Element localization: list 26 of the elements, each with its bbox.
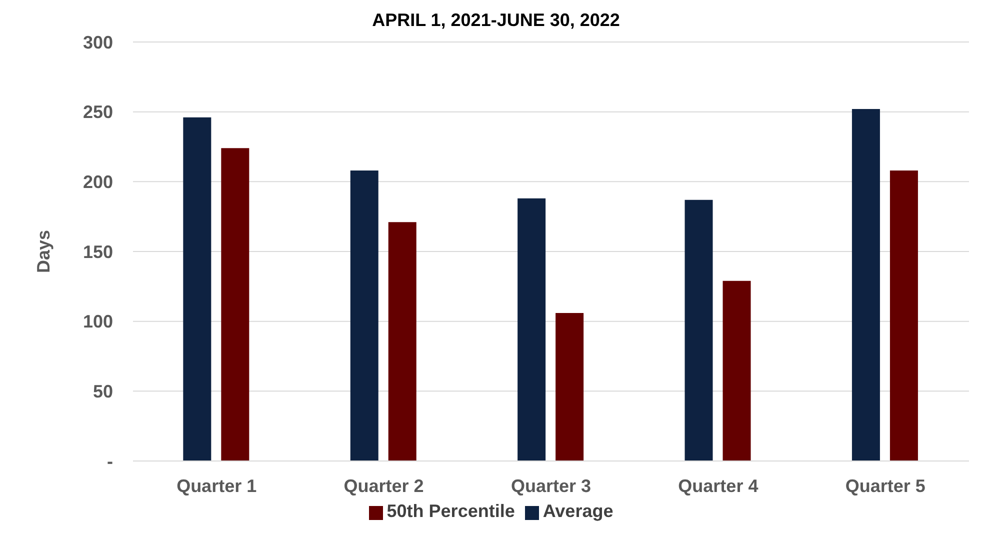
y-axis-title: Days: [33, 230, 54, 274]
x-tick-label: Quarter 1: [176, 476, 257, 496]
bar: [388, 222, 416, 461]
x-tick-label: Quarter 2: [344, 476, 424, 496]
y-tick-label: -: [107, 451, 113, 472]
y-tick-label: 250: [82, 102, 113, 122]
y-tick-label: 100: [82, 312, 113, 332]
x-tick-label: Quarter 5: [845, 476, 926, 496]
y-tick-label: 150: [82, 242, 113, 262]
bar: [852, 109, 880, 461]
bar: [684, 200, 713, 461]
legend-label: Average: [542, 501, 614, 521]
y-tick-label: 200: [82, 172, 113, 192]
x-tick-label: Quarter 4: [678, 476, 758, 496]
bar: [221, 148, 250, 461]
chart-title: APRIL 1, 2021-JUNE 30, 2022: [371, 9, 621, 32]
bar: [722, 280, 751, 461]
legend-label: 50th Percentile: [386, 501, 515, 521]
y-tick-label: 50: [92, 382, 113, 402]
bar: [183, 117, 212, 461]
y-tick-label: 300: [82, 32, 113, 52]
bar: [556, 312, 584, 461]
bar: [518, 198, 546, 461]
bar: [350, 170, 378, 461]
bar: [890, 170, 918, 461]
x-tick-label: Quarter 3: [510, 476, 592, 496]
